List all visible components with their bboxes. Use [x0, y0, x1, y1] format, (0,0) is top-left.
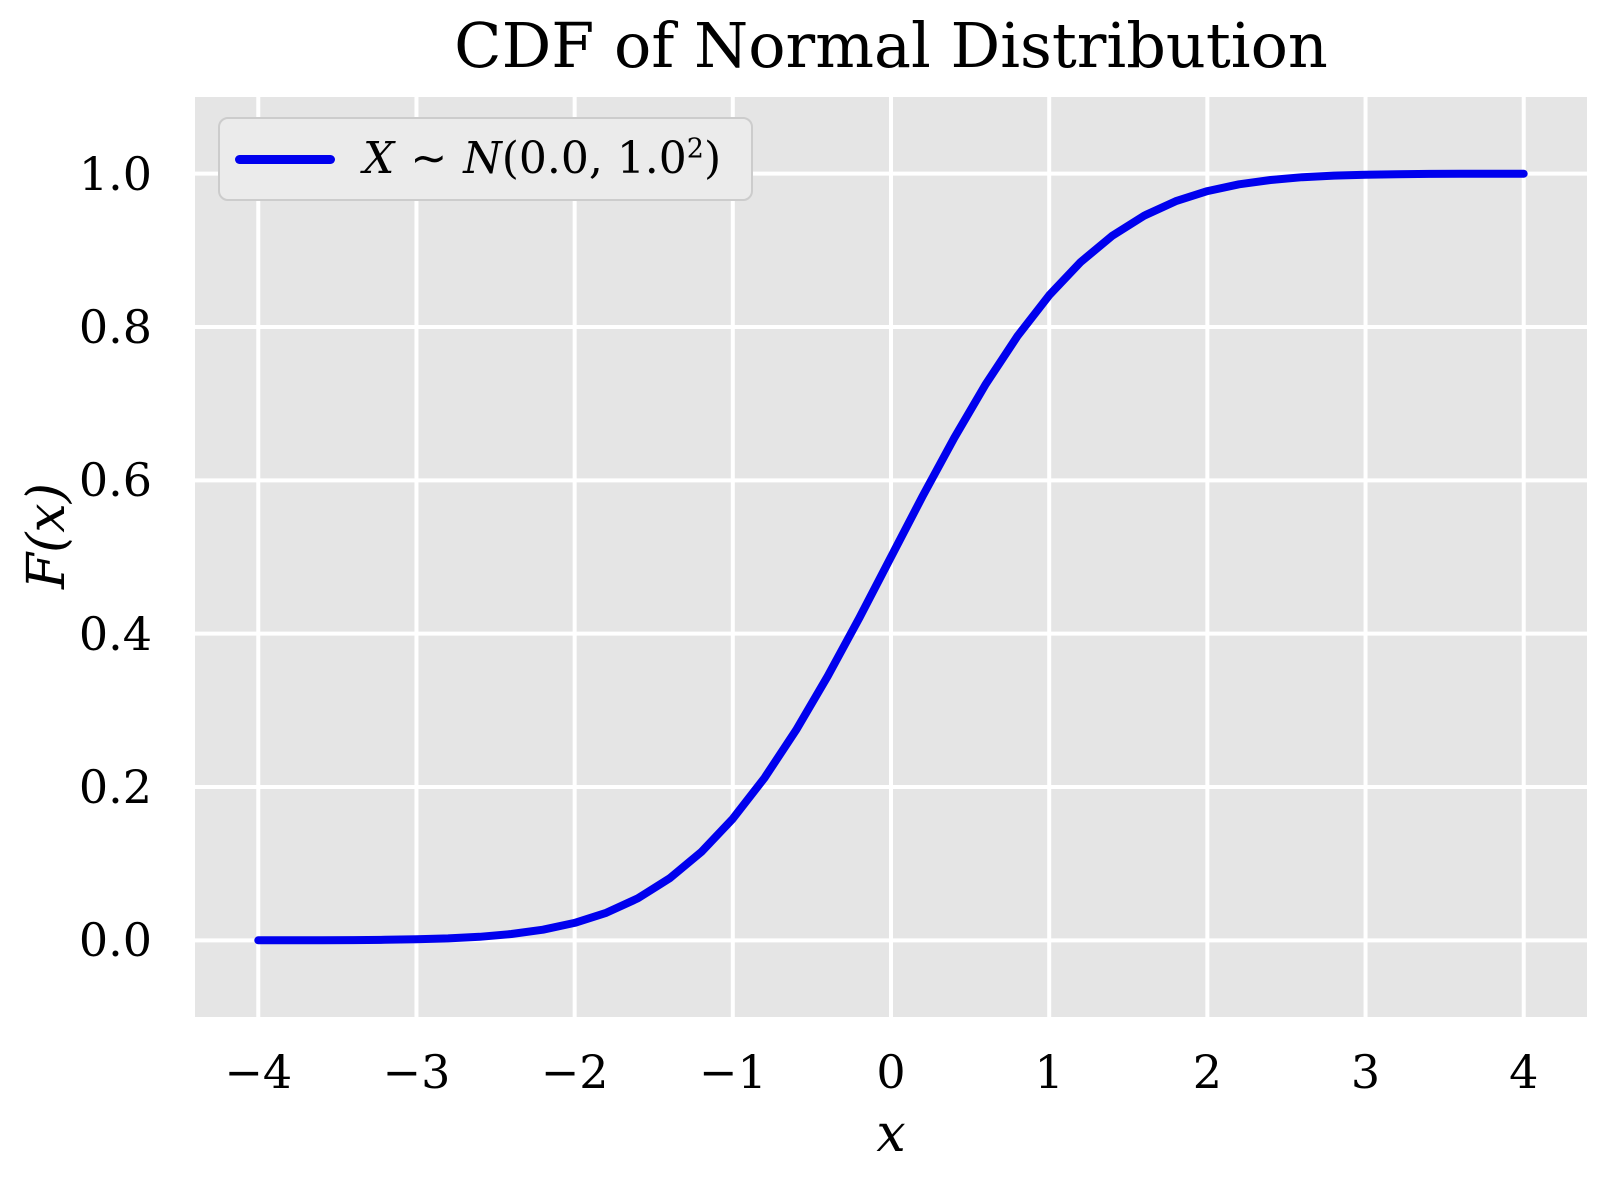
x-tick-label: −2	[540, 1045, 609, 1099]
x-tick-label: 3	[1350, 1045, 1381, 1099]
x-tick-label: −1	[698, 1045, 767, 1099]
chart-title: CDF of Normal Distribution	[454, 9, 1328, 82]
y-tick-label: 0.0	[78, 913, 152, 968]
x-tick-label: 0	[876, 1045, 906, 1099]
y-tick-label: 0.6	[78, 453, 152, 508]
x-tick-label: 4	[1509, 1045, 1539, 1099]
legend-args: (0.0, 1.0	[501, 133, 687, 184]
x-tick-label: 1	[1034, 1045, 1064, 1099]
legend-line-swatch	[235, 154, 335, 164]
plot-area: X ∼ N(0.0, 1.02)	[195, 97, 1587, 1017]
legend-label: X ∼ N(0.0, 1.02)	[363, 133, 722, 184]
legend: X ∼ N(0.0, 1.02)	[218, 117, 754, 202]
legend-close-paren: )	[703, 133, 722, 184]
normal-dist-symbol: N	[463, 133, 502, 184]
y-tick-label: 0.4	[78, 606, 152, 661]
y-tick-label: 1.0	[78, 146, 152, 201]
x-tick-label: −3	[382, 1045, 451, 1099]
y-tick-label: 0.2	[78, 760, 152, 814]
x-axis-label: x	[876, 1104, 906, 1164]
legend-exponent: 2	[686, 133, 704, 165]
x-tick-label: −4	[224, 1045, 293, 1099]
y-tick-label: 0.8	[78, 300, 152, 354]
x-tick-label: 2	[1192, 1045, 1222, 1099]
cdf-curve	[254, 169, 1528, 945]
plot-canvas	[195, 97, 1587, 1017]
tilde-symbol: ∼	[410, 133, 448, 184]
legend-var-symbol: X	[363, 133, 395, 184]
